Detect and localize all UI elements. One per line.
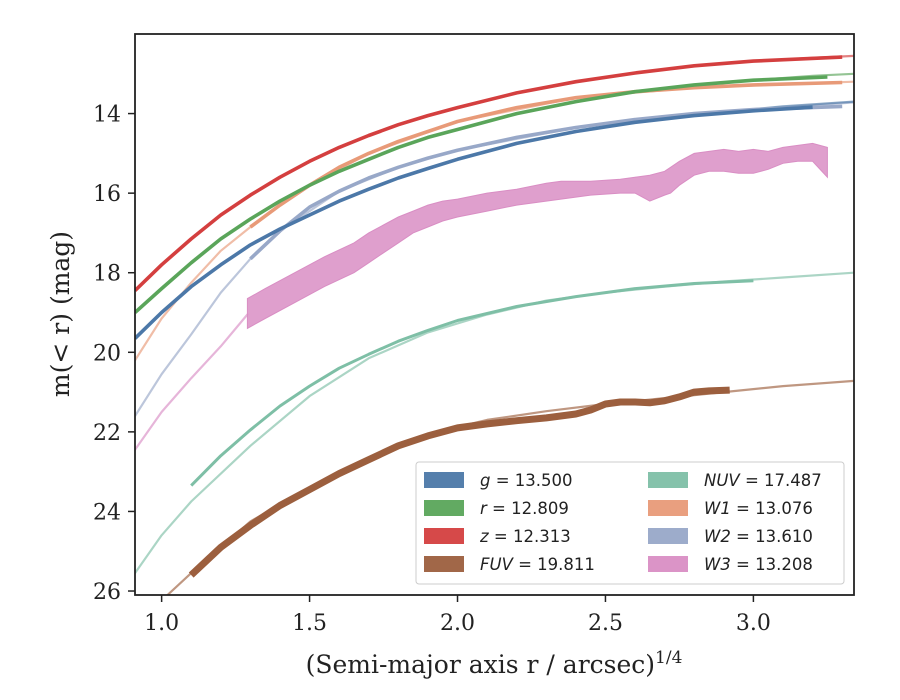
y-tick-label: 16	[93, 182, 121, 207]
series-w2-line	[249, 104, 843, 261]
legend-label-w3: W3 = 13.208	[704, 555, 813, 574]
x-axis: 1.0 1.5 2.0 2.5 3.0	[144, 595, 771, 636]
y-tick-label: 18	[93, 262, 121, 287]
series-w3-extrapolation	[135, 313, 249, 451]
legend-swatch-w3	[648, 556, 688, 572]
series-r-line	[135, 75, 828, 314]
x-axis-label-exponent: 1/4	[655, 648, 682, 668]
series-z-line	[135, 55, 843, 292]
legend-swatch-nuv	[648, 472, 688, 488]
legend-label-w1: W1 = 13.076	[704, 499, 813, 518]
series-g-line	[135, 105, 813, 340]
legend-box	[415, 461, 845, 585]
legend-label-fuv: FUV = 19.811	[480, 555, 595, 574]
series-nuv-line	[190, 279, 754, 487]
x-axis-label: (Semi-major axis r / arcsec)1/4	[306, 648, 683, 679]
legend-swatch-g	[424, 472, 464, 488]
legend-swatch-fuv	[424, 556, 464, 572]
x-tick-label: 1.0	[144, 611, 179, 636]
x-tick-label: 1.5	[292, 611, 327, 636]
x-tick-label: 2.0	[440, 611, 475, 636]
y-tick-label: 26	[93, 580, 121, 605]
legend: g = 13.500 r = 12.809 z = 12.313 FUV = 19.8…	[415, 461, 845, 585]
legend-label-r: r = 12.809	[480, 499, 569, 518]
y-tick-label: 20	[93, 341, 121, 366]
legend-label-nuv: NUV = 17.487	[704, 471, 822, 490]
series-fuv-line	[188, 386, 730, 578]
legend-label-z: z = 12.313	[479, 527, 571, 546]
series-w3-band	[246, 142, 828, 330]
legend-label-g: g = 13.500	[480, 471, 573, 490]
plot-area	[135, 54, 854, 595]
legend-swatch-r	[424, 500, 464, 516]
x-tick-label: 2.5	[588, 611, 623, 636]
plot-frame	[134, 33, 855, 596]
legend-swatch-z	[424, 528, 464, 544]
legend-swatch-w2	[648, 528, 688, 544]
y-axis: 14 16 18 20 22 24 26	[93, 103, 135, 605]
legend-swatch-w1	[648, 500, 688, 516]
x-tick-label: 3.0	[736, 611, 771, 636]
y-axis-label: m(< r) (mag)	[46, 231, 75, 397]
y-tick-label: 22	[93, 421, 121, 446]
y-tick-label: 14	[93, 103, 121, 128]
legend-label-w2: W2 = 13.610	[704, 527, 813, 546]
y-tick-label: 24	[93, 500, 121, 525]
